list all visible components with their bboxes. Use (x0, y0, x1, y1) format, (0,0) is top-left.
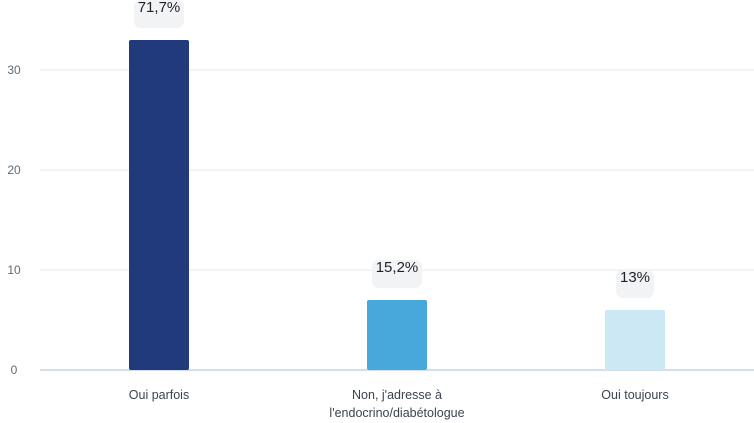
data-label-bubble (616, 270, 654, 298)
y-tick-label: 20 (7, 163, 21, 177)
y-tick-label: 30 (7, 63, 21, 77)
x-tick-label: Oui toujours (601, 388, 668, 402)
x-tick-label: Oui parfois (129, 388, 189, 402)
x-tick-label: l'endocrino/diabétologue (329, 406, 464, 420)
bar (129, 40, 189, 370)
bar (605, 310, 665, 370)
data-label-bubble (372, 260, 422, 288)
data-labels: 71,7% 15,2% 13% (134, 0, 654, 298)
x-tick-label: Non, j'adresse à (352, 388, 442, 402)
bars (129, 40, 665, 370)
data-label: 15,2% (376, 259, 419, 276)
data-label: 71,7% (138, 0, 181, 16)
bar (367, 300, 427, 370)
data-label-bubble (134, 0, 184, 28)
x-axis-ticks: Oui parfois Non, j'adresse à l'endocrino/d… (129, 388, 669, 420)
y-tick-label: 0 (11, 363, 18, 377)
y-axis-ticks: 0 10 20 30 (7, 63, 21, 377)
data-label: 13% (620, 269, 650, 286)
y-tick-label: 10 (7, 263, 21, 277)
